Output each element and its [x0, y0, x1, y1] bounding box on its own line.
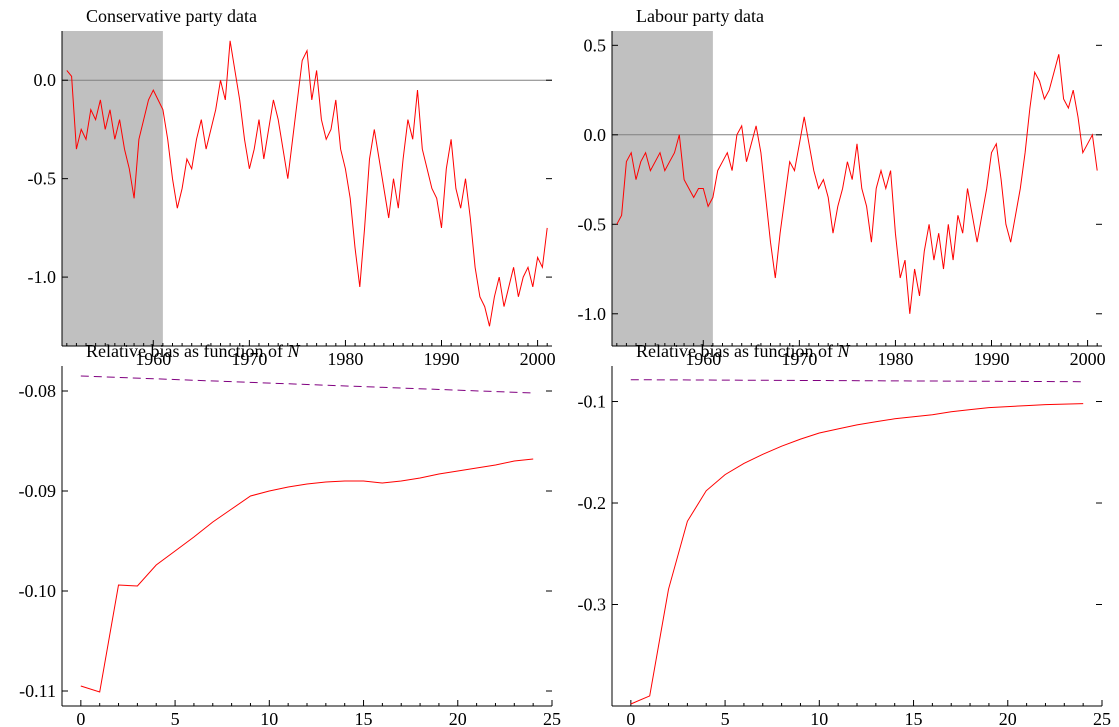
series-line — [80, 458, 534, 693]
x-tick-label: 1990 — [424, 349, 460, 369]
x-tick-label: 1980 — [327, 349, 363, 369]
y-tick-label: -0.1 — [578, 392, 607, 412]
series-line — [66, 40, 548, 327]
x-tick-label: 2000 — [1070, 349, 1106, 369]
y-tick-label: -1.0 — [578, 304, 607, 324]
y-tick-label: 0.0 — [584, 125, 607, 145]
x-tick-label: 20 — [449, 709, 467, 727]
y-tick-label: -0.3 — [578, 595, 607, 615]
conservative-bias-panel: -0.11 -0.10 -0.09 -0.08 0 5 10 15 20 25 Relative b… — [19, 341, 562, 727]
y-tick-label: -0.09 — [19, 481, 57, 501]
panel-title: Labour party data — [636, 6, 764, 26]
y-tick-label: -0.5 — [28, 169, 57, 189]
series-line — [630, 403, 1084, 705]
series-line — [616, 54, 1098, 314]
x-tick-label: 15 — [355, 709, 373, 727]
y-tick-label: -0.11 — [19, 681, 56, 701]
x-tick-label: 10 — [260, 709, 278, 727]
x-tick-label: 1970 — [231, 349, 267, 369]
x-tick-label: 2000 — [520, 349, 556, 369]
dashed-series-line — [80, 375, 534, 394]
labour-bias-panel: -0.3 -0.2 -0.1 0 5 10 15 20 25 Relative bias as f… — [578, 341, 1112, 727]
dashed-series-line — [630, 379, 1084, 383]
x-tick-label: 10 — [810, 709, 828, 727]
y-tick-label: 0.5 — [584, 35, 607, 55]
y-tick-label: -0.5 — [578, 214, 607, 234]
y-tick-label: -1.0 — [28, 267, 57, 287]
y-tick-label: 0.0 — [34, 70, 57, 90]
x-tick-label: 0 — [76, 709, 85, 727]
x-tick-label: 25 — [543, 709, 561, 727]
x-tick-label: 0 — [626, 709, 635, 727]
x-tick-label: 25 — [1093, 709, 1111, 727]
shaded-region — [62, 31, 163, 346]
y-tick-label: -0.2 — [578, 493, 607, 513]
panel-title: Relative bias as function of N — [86, 341, 300, 361]
x-tick-label: 1960 — [685, 349, 721, 369]
x-tick-label: 20 — [999, 709, 1017, 727]
shaded-region — [612, 31, 713, 346]
x-tick-label: 1980 — [877, 349, 913, 369]
x-tick-label: 1970 — [781, 349, 817, 369]
x-tick-label: 5 — [721, 709, 730, 727]
x-tick-label: 1960 — [135, 349, 171, 369]
conservative-party-panel: -1.0 -0.5 0.0 1960 1970 1980 1990 2000 Conservat… — [28, 6, 556, 369]
y-tick-label: -0.08 — [19, 381, 57, 401]
x-tick-label: 15 — [905, 709, 923, 727]
x-tick-label: 1990 — [974, 349, 1010, 369]
x-tick-label: 5 — [171, 709, 180, 727]
y-tick-label: -0.10 — [19, 581, 57, 601]
labour-party-panel: -1.0 -0.5 0.0 0.5 1960 1970 1980 1990 2000 Labour… — [578, 6, 1106, 369]
panel-title: Conservative party data — [86, 6, 257, 26]
panel-title: Relative bias as function of N — [636, 341, 850, 361]
